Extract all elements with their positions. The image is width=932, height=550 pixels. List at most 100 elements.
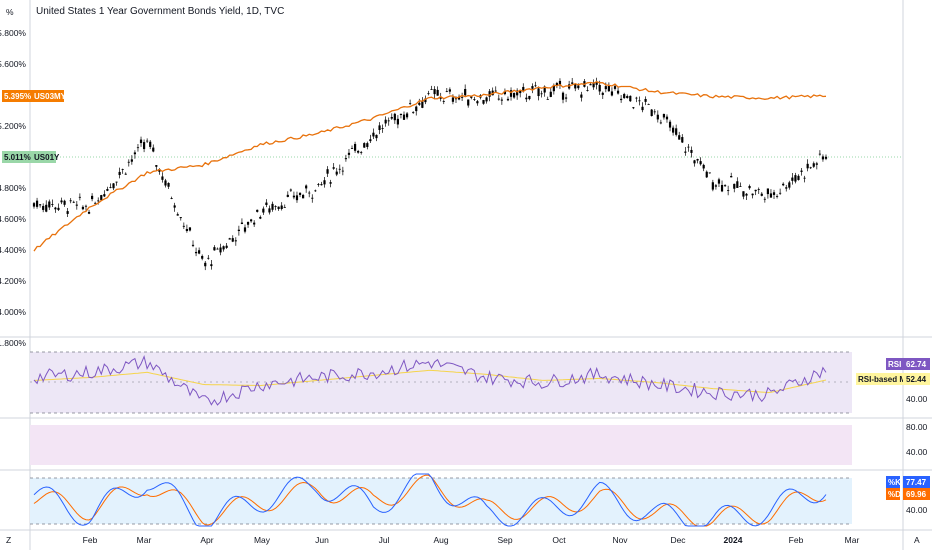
candle-body	[409, 103, 412, 105]
candle-body	[139, 139, 143, 144]
candle-body	[295, 195, 299, 201]
candle-body	[607, 86, 610, 92]
candle-body	[711, 182, 714, 190]
stoch-legend: %K 77.47 %D 69.96 40.00	[886, 476, 930, 515]
candle-body	[473, 99, 476, 100]
candle-body	[812, 163, 815, 167]
candle-body	[283, 207, 286, 208]
candle-body	[662, 114, 666, 118]
candle-body	[564, 97, 568, 99]
candle-body	[363, 143, 366, 148]
candle-body	[818, 153, 821, 155]
candle-body	[644, 98, 647, 102]
candle-body	[100, 195, 103, 201]
candle-body	[516, 90, 519, 96]
candle-body	[519, 90, 522, 94]
candle-body	[528, 95, 531, 100]
candle-body	[317, 184, 320, 185]
candle-body	[763, 198, 766, 200]
candle-body	[118, 171, 121, 176]
candle-body	[237, 229, 240, 231]
candle-body	[323, 180, 326, 185]
x-tick-label: Mar	[845, 535, 860, 545]
candle-body	[87, 211, 91, 214]
candle-body	[121, 169, 124, 170]
candle-body	[381, 128, 384, 129]
candle-body	[405, 113, 409, 118]
chart-title: United States 1 Year Government Bonds Yi…	[36, 6, 284, 17]
candle-body	[424, 98, 427, 103]
candle-body	[665, 116, 669, 120]
candle-body	[785, 187, 788, 189]
candle-body	[430, 89, 433, 90]
candle-body	[219, 247, 222, 253]
candle-body	[54, 207, 57, 210]
corner-a-button[interactable]: A	[914, 535, 920, 545]
candle-body	[72, 201, 75, 203]
candle-body	[127, 161, 130, 163]
us03my-badge-value: 5.395%	[4, 92, 31, 101]
x-tick-label: Dec	[670, 535, 686, 545]
candle-body	[164, 180, 167, 186]
candle-body	[277, 206, 280, 209]
candle-body	[271, 203, 274, 210]
candle-body	[772, 192, 776, 195]
candle-body	[213, 247, 216, 251]
candle-body	[332, 167, 335, 169]
y-tick-label: 4.200%	[0, 276, 26, 286]
rsi-value-bg	[903, 358, 930, 370]
candle-body	[445, 91, 448, 93]
candle-body	[97, 200, 100, 202]
candle-body	[601, 92, 604, 95]
candle-body	[708, 172, 711, 174]
candle-body	[415, 106, 418, 112]
candle-body	[69, 200, 72, 202]
stoch-k-line	[33, 473, 827, 527]
candle-body	[696, 159, 699, 161]
candle-body	[188, 227, 192, 231]
candle-body	[623, 94, 626, 99]
candle-body	[580, 94, 583, 98]
candle-body	[791, 177, 794, 181]
candle-body	[133, 152, 137, 155]
candle-body	[234, 240, 237, 242]
candle-body	[727, 190, 730, 191]
x-tick-label: Oct	[552, 535, 566, 545]
stoch-d-value: 69.96	[906, 490, 927, 499]
candle-body	[629, 95, 632, 102]
candle-body	[130, 159, 133, 162]
candle-body	[684, 151, 687, 153]
y-tick-label: 4.000%	[0, 307, 26, 317]
candle-body	[75, 204, 78, 206]
candle-body	[442, 101, 445, 102]
x-tick-label: Jul	[379, 535, 390, 545]
candle-body	[286, 194, 289, 197]
candle-body	[800, 170, 803, 172]
candle-body	[402, 114, 406, 120]
rsi-group	[33, 355, 827, 406]
x-tick-label: Nov	[612, 535, 628, 545]
candle-body	[216, 248, 219, 250]
rsi-ma-value: 52.44	[906, 375, 927, 384]
x-tick-label: May	[254, 535, 271, 545]
candle-body	[766, 188, 769, 195]
candle-body	[436, 89, 439, 96]
candle-body	[690, 149, 693, 153]
candle-body	[84, 205, 88, 207]
candle-body	[182, 225, 185, 227]
candle-body	[525, 97, 528, 100]
corner-z-button[interactable]: Z	[6, 535, 11, 545]
candle-body	[503, 90, 507, 95]
us03my-line	[33, 81, 827, 252]
candle-body	[399, 113, 403, 115]
rsi-ma-label: RSI-based MA	[858, 375, 912, 384]
rsi-label: RSI	[888, 360, 901, 369]
y-tick-label: 4.600%	[0, 214, 26, 224]
candle-body	[57, 207, 60, 210]
candle-body	[39, 204, 42, 206]
candle-body	[396, 118, 399, 125]
candle-body	[760, 193, 763, 196]
stoch-group	[33, 473, 827, 527]
